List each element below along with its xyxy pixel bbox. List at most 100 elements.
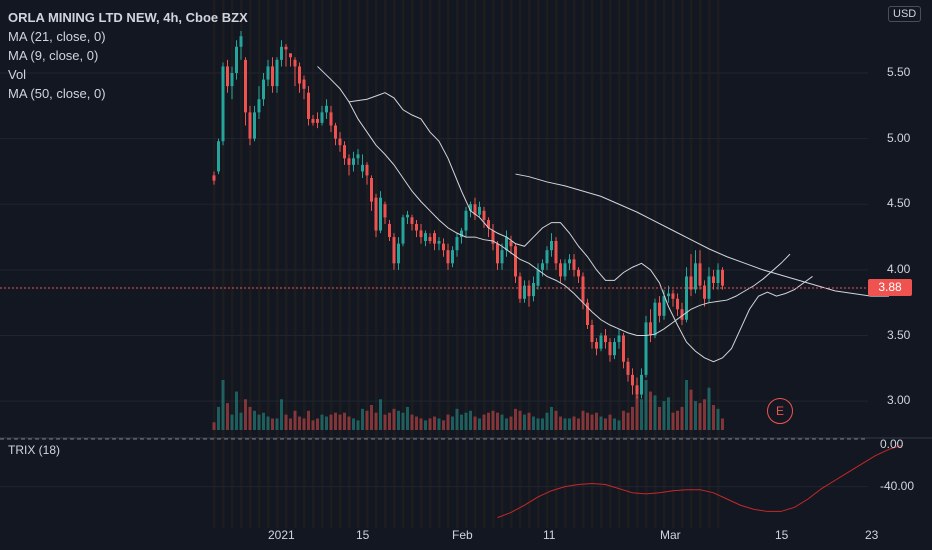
volume-bar [455, 408, 459, 430]
session-band [321, 0, 324, 528]
candle-body [694, 263, 697, 290]
volume-bar [293, 410, 297, 430]
session-band [402, 0, 405, 528]
candle-body [487, 220, 490, 228]
volume-bar [437, 418, 441, 430]
candle-body [289, 53, 292, 58]
candle-body [343, 145, 346, 159]
candle-body [505, 237, 508, 251]
session-band [384, 0, 387, 528]
candle-body [356, 154, 360, 159]
ma50-line [515, 173, 889, 297]
volume-bar [491, 410, 495, 430]
session-band [348, 0, 351, 528]
candle-body [631, 374, 634, 386]
volume-bar [298, 416, 301, 430]
candle-body [676, 298, 679, 310]
candle-body [388, 223, 391, 238]
session-band [582, 0, 585, 528]
candle-body [599, 335, 603, 349]
candle-body [442, 243, 445, 251]
earnings-icon[interactable]: E [767, 398, 793, 424]
session-band [213, 0, 216, 528]
candle-body [406, 214, 409, 218]
volume-bar [541, 418, 544, 430]
session-band [672, 0, 675, 528]
candle-body [545, 250, 549, 264]
trix-legend[interactable]: TRIX (18) [8, 443, 61, 457]
volume-bar [626, 412, 630, 430]
session-band [609, 0, 612, 528]
volume-bar [343, 412, 346, 430]
volume-bar [464, 412, 468, 430]
candle-body [554, 241, 558, 264]
candle-body [284, 46, 288, 50]
volume-bar [428, 418, 432, 430]
ma9-legend[interactable]: MA (9, close, 0) [8, 48, 99, 63]
candle-body [514, 246, 517, 277]
volume-bar [388, 412, 391, 430]
candle-body [352, 158, 355, 165]
session-band [483, 0, 486, 528]
volume-bar [505, 418, 508, 430]
volume-bar [532, 416, 535, 430]
candle-body [712, 276, 715, 283]
candle-body [469, 204, 472, 211]
volume-bar [230, 414, 234, 430]
candle-body [248, 112, 252, 139]
currency-button[interactable]: USD [888, 6, 922, 22]
session-band [240, 0, 243, 528]
volume-bar [320, 414, 324, 430]
trix-tick-label: 0.00 [880, 437, 904, 452]
candle-body [311, 118, 315, 123]
candle-body [298, 66, 301, 84]
symbol-title[interactable]: ORLA MINING LTD NEW, 4h, Cboe BZX [8, 10, 248, 25]
time-tick-label: Mar [660, 528, 681, 542]
price-tick-label: 5.50 [887, 65, 911, 79]
session-band [681, 0, 684, 528]
candle-body [293, 59, 297, 67]
candle-body [316, 118, 319, 123]
volume-bar [487, 412, 490, 430]
candle-body [572, 259, 576, 270]
volume-bar [266, 416, 270, 430]
volume-bar [253, 410, 256, 430]
candle-body [212, 175, 216, 181]
candle-body [239, 36, 243, 47]
volume-bars [212, 380, 724, 430]
volume-bar [685, 380, 688, 430]
candle-body [221, 66, 225, 142]
vol-legend[interactable]: Vol [8, 67, 27, 82]
ma9-line [348, 92, 813, 363]
ma50-legend[interactable]: MA (50, close, 0) [8, 86, 106, 101]
volume-bar [379, 399, 382, 430]
candle-body [617, 335, 621, 343]
volume-bar [577, 418, 580, 430]
session-band [627, 0, 630, 528]
session-band [285, 0, 288, 528]
session-band [375, 0, 378, 528]
volume-bar [235, 391, 238, 430]
candle-body [496, 243, 499, 264]
volume-bar [392, 408, 396, 430]
price-tick-label: 5.00 [887, 130, 911, 145]
ma21-legend[interactable]: MA (21, close, 0) [8, 29, 106, 44]
candle-body [370, 178, 373, 202]
volume-bar [478, 418, 481, 430]
session-band [366, 0, 369, 528]
volume-bar [424, 420, 427, 430]
volume-bar [649, 391, 652, 430]
volume-bar [433, 416, 436, 430]
volume-bar [347, 416, 351, 430]
volume-bar [226, 403, 229, 430]
volume-bar [383, 414, 387, 430]
session-band [429, 0, 432, 528]
candle-body [415, 223, 418, 231]
session-band [294, 0, 297, 528]
candle-body [563, 263, 567, 277]
volume-bar [518, 410, 522, 430]
session-band [465, 0, 468, 528]
trix-series-line [497, 444, 903, 519]
volume-bar [676, 410, 679, 430]
